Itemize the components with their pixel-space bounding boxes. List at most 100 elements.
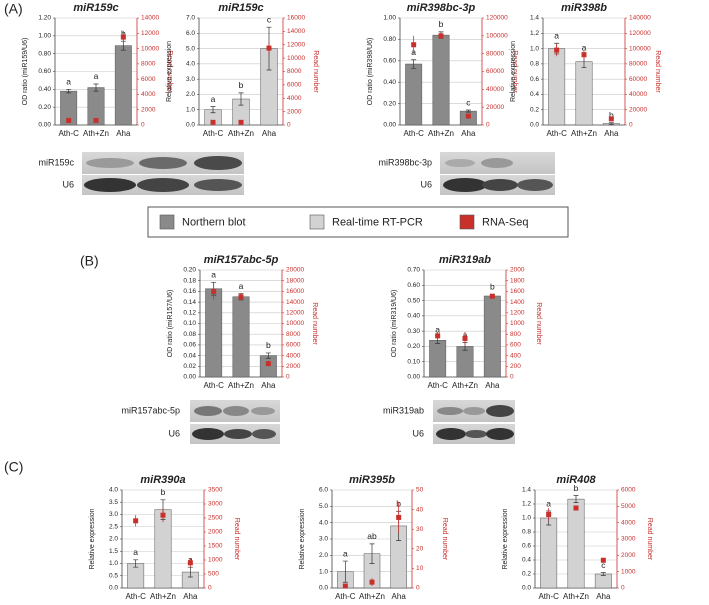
y2-tick-label: 6000 [141, 76, 156, 83]
x-tick-label: Aha [485, 381, 500, 390]
y2-tick-label: 4000 [287, 95, 302, 102]
bar [405, 63, 423, 126]
y-axis-label: OD ratio (miR319/U6) [391, 290, 398, 358]
y2-tick-label: 20 [416, 546, 424, 553]
y2-tick-label: 1800 [510, 277, 525, 284]
rna-seq-point [396, 514, 402, 520]
legend-label: RNA-Seq [482, 216, 528, 228]
y-tick-label: 1.00 [383, 15, 396, 22]
y2-tick-label: 1000 [208, 557, 223, 564]
y2-tick-label: 1200 [510, 310, 525, 317]
rna-seq-point [554, 47, 560, 53]
significance-letter: b [609, 110, 614, 120]
rna-seq-point [266, 45, 272, 51]
error-bar [265, 352, 271, 359]
y2-tick-label: 120000 [629, 30, 651, 37]
x-tick-label: Ath+Zn [83, 129, 109, 138]
y2-tick-label: 100000 [629, 45, 651, 52]
x-tick-label: Ath+Zn [452, 381, 478, 390]
blot-image [82, 152, 555, 195]
y2-axis-label: Read number [311, 302, 318, 345]
y-tick-label: 2.0 [109, 536, 118, 543]
y2-tick-label: 120000 [486, 15, 508, 22]
y2-tick-label: 2000 [208, 529, 223, 536]
x-tick-label: Ath+Zn [228, 129, 254, 138]
x-tick-label: Aha [392, 592, 407, 601]
y2-tick-label: 40000 [486, 86, 504, 93]
rna-seq-point [489, 293, 495, 299]
y2-axis-label: Read number [312, 50, 319, 93]
significance-letter: a [554, 30, 559, 40]
y2-tick-label: 10000 [141, 45, 159, 52]
significance-letter: c [466, 97, 471, 107]
y-tick-label: 4.0 [109, 487, 118, 494]
rna-seq-point [93, 117, 99, 123]
y2-tick-label: 2000 [510, 267, 525, 274]
y-tick-label: 0.40 [383, 79, 396, 86]
rna-seq-point [133, 518, 139, 524]
significance-letter: a [582, 43, 587, 53]
legend: Northern blot Real-time RT-PCR RNA-Seq [159, 214, 528, 230]
x-tick-label: Aha [262, 129, 277, 138]
y-tick-label: 1.2 [530, 30, 539, 37]
chart: miR398bc-3p 0.00 0.20 0.40 0.60 0.80 1.00 0 2000… [367, 2, 518, 138]
chart-title: miR395b [349, 474, 395, 486]
y2-axis-label: Read number [511, 50, 518, 93]
legend-box [147, 206, 569, 238]
y2-axis-label: Read number [166, 50, 173, 93]
significance-letter: a [133, 547, 138, 557]
rna-seq-point [120, 34, 126, 40]
chart-title: miR157abc-5p [204, 254, 279, 266]
rna-seq-point [581, 52, 587, 58]
y-tick-label: 0.50 [407, 297, 420, 304]
y-axis-label: Relative expression [502, 508, 509, 569]
y2-tick-label: 0 [141, 122, 145, 129]
y2-tick-label: 10000 [286, 320, 304, 327]
blot-label: U6 [412, 428, 424, 438]
legend-swatch [159, 214, 175, 230]
y-tick-label: 3.5 [109, 499, 118, 506]
rna-seq-point [210, 119, 216, 125]
x-tick-label: Ath-C [58, 129, 79, 138]
y-tick-label: 3.0 [186, 76, 195, 83]
x-tick-label: Ath+Zn [563, 592, 589, 601]
y2-tick-label: 14000 [287, 28, 305, 35]
rna-seq-point [211, 288, 217, 294]
error-bar [573, 495, 579, 503]
y-tick-label: 0.0 [522, 585, 531, 592]
y-tick-label: 0.0 [186, 122, 195, 129]
significance-letter: a [94, 71, 99, 81]
y2-tick-label: 1600 [510, 288, 525, 295]
y-tick-label: 0.60 [38, 68, 51, 75]
y-tick-label: 0.30 [407, 328, 420, 335]
y2-tick-label: 4000 [286, 352, 301, 359]
y-tick-label: 0.60 [407, 282, 420, 289]
y-tick-label: 5.0 [319, 503, 328, 510]
y2-axis-label: Read number [535, 302, 542, 345]
y2-tick-label: 1400 [510, 299, 525, 306]
blot-label: miR157abc-5p [121, 405, 180, 415]
error-bar [342, 560, 348, 583]
blot-label: U6 [62, 179, 74, 189]
y-tick-label: 0.6 [530, 76, 539, 83]
y-axis-label: Relative expression [89, 508, 96, 569]
rna-seq-point [238, 119, 244, 125]
y2-tick-label: 200 [510, 363, 521, 370]
y-tick-label: 0.10 [183, 320, 196, 327]
significance-letter: a [66, 77, 71, 87]
y2-tick-label: 0 [510, 374, 514, 381]
rna-seq-point [160, 512, 166, 518]
error-bar [411, 59, 417, 69]
x-tick-label: Ath-C [335, 592, 356, 601]
bar [548, 48, 566, 126]
bar [456, 346, 474, 378]
x-tick-label: Aha [261, 381, 276, 390]
error-bar [133, 559, 139, 568]
y-tick-label: 0.60 [383, 58, 396, 65]
y2-tick-label: 1000 [621, 568, 636, 575]
x-tick-label: Aha [461, 129, 476, 138]
y-tick-label: 1.4 [522, 487, 531, 494]
y-axis-label: Relative expression [299, 508, 306, 569]
y-tick-label: 0.10 [407, 358, 420, 365]
